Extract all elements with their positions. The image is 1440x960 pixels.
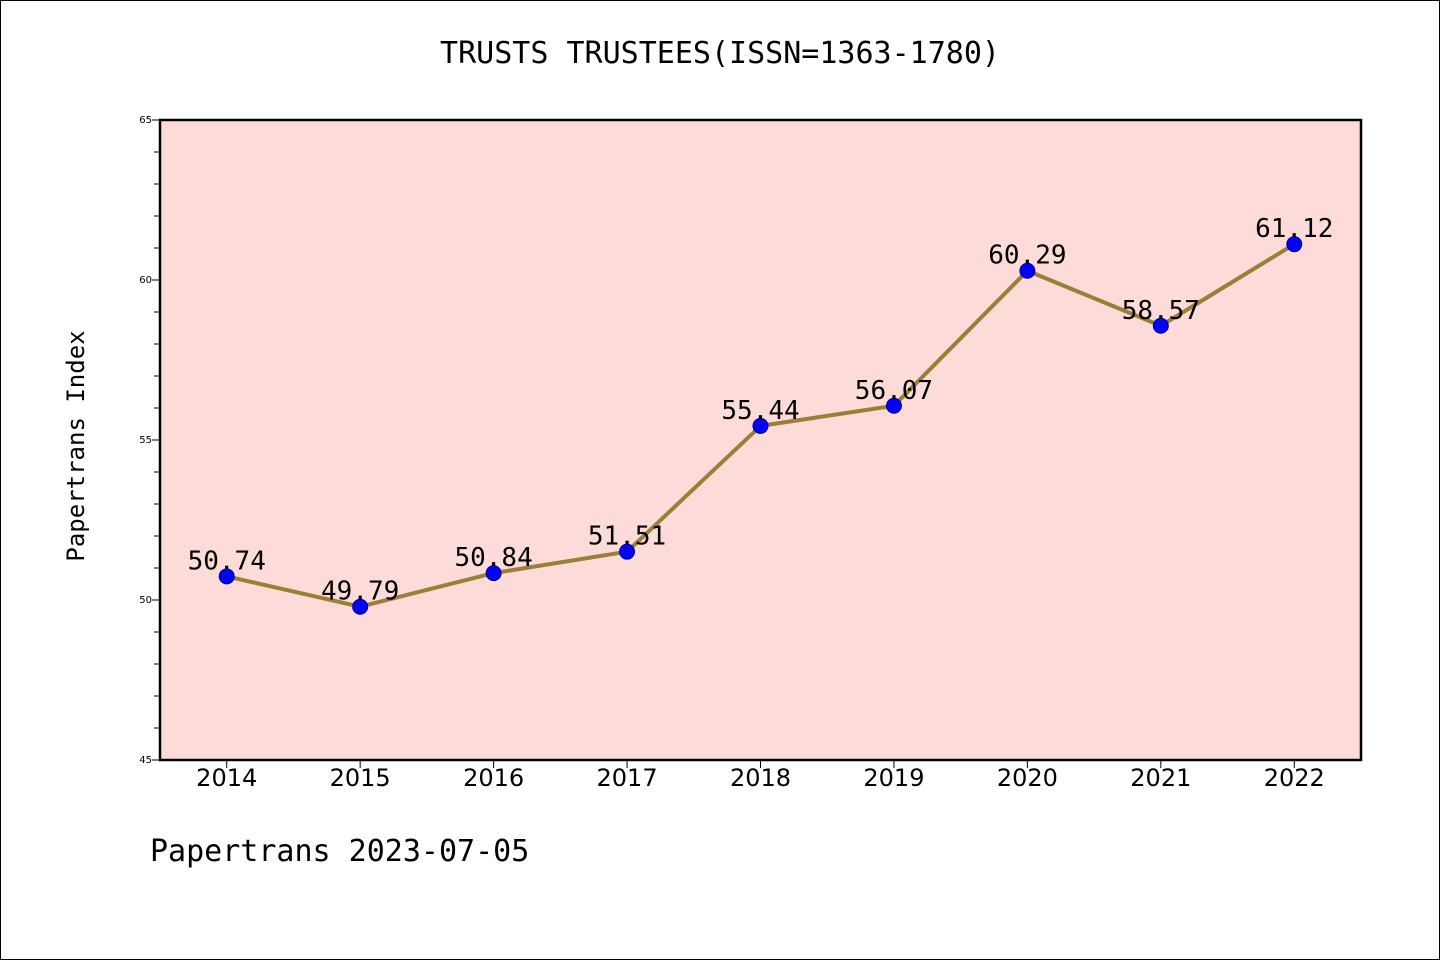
- x-tick-label: 2018: [730, 764, 791, 792]
- plot-area: [158, 118, 1363, 762]
- data-point: [1152, 317, 1169, 334]
- y-axis: 45 50 55 60 65: [139, 115, 160, 766]
- y-tick-label: 55: [139, 435, 152, 446]
- data-point: [752, 417, 769, 434]
- data-label: 50.74: [188, 546, 266, 576]
- y-tick-label: 65: [139, 115, 152, 126]
- data-label: 51.51: [588, 522, 666, 552]
- data-point: [352, 598, 369, 615]
- x-tick-label: 2016: [463, 764, 524, 792]
- y-tick-label: 50: [139, 595, 152, 606]
- data-labels: 50.74 49.79 50.84 51.51 55.44 56.07 60.29 58.57…: [188, 214, 1334, 607]
- data-label: 58.57: [1122, 296, 1200, 326]
- x-tick-label: 2014: [196, 764, 257, 792]
- y-tick-label: 60: [139, 275, 152, 286]
- data-point: [218, 568, 235, 585]
- x-axis: 2014 2015 2016 2017 2018 2019 2020 2021 2022: [196, 760, 1325, 792]
- data-label: 49.79: [321, 577, 399, 607]
- data-label: 60.29: [988, 241, 1066, 271]
- footer-text: Papertrans 2023-07-05: [150, 834, 530, 869]
- data-markers: [218, 236, 1303, 615]
- chart-title: TRUSTS TRUSTEES(ISSN=1363-1780): [440, 36, 1000, 71]
- x-tick-label: 2020: [997, 764, 1058, 792]
- data-label: 56.07: [855, 376, 933, 406]
- x-tick-label: 2021: [1130, 764, 1191, 792]
- data-point: [1286, 236, 1303, 253]
- y-tick-label: 45: [139, 755, 152, 766]
- x-tick-label: 2015: [330, 764, 391, 792]
- data-label: 61.12: [1255, 214, 1333, 244]
- x-tick-label: 2019: [863, 764, 924, 792]
- data-label: 55.44: [721, 396, 799, 426]
- data-point: [619, 543, 636, 560]
- x-tick-label: 2022: [1264, 764, 1325, 792]
- data-point: [1019, 262, 1036, 279]
- data-point: [485, 565, 502, 582]
- x-tick-label: 2017: [597, 764, 658, 792]
- data-point: [885, 397, 902, 414]
- data-label: 50.84: [454, 543, 532, 573]
